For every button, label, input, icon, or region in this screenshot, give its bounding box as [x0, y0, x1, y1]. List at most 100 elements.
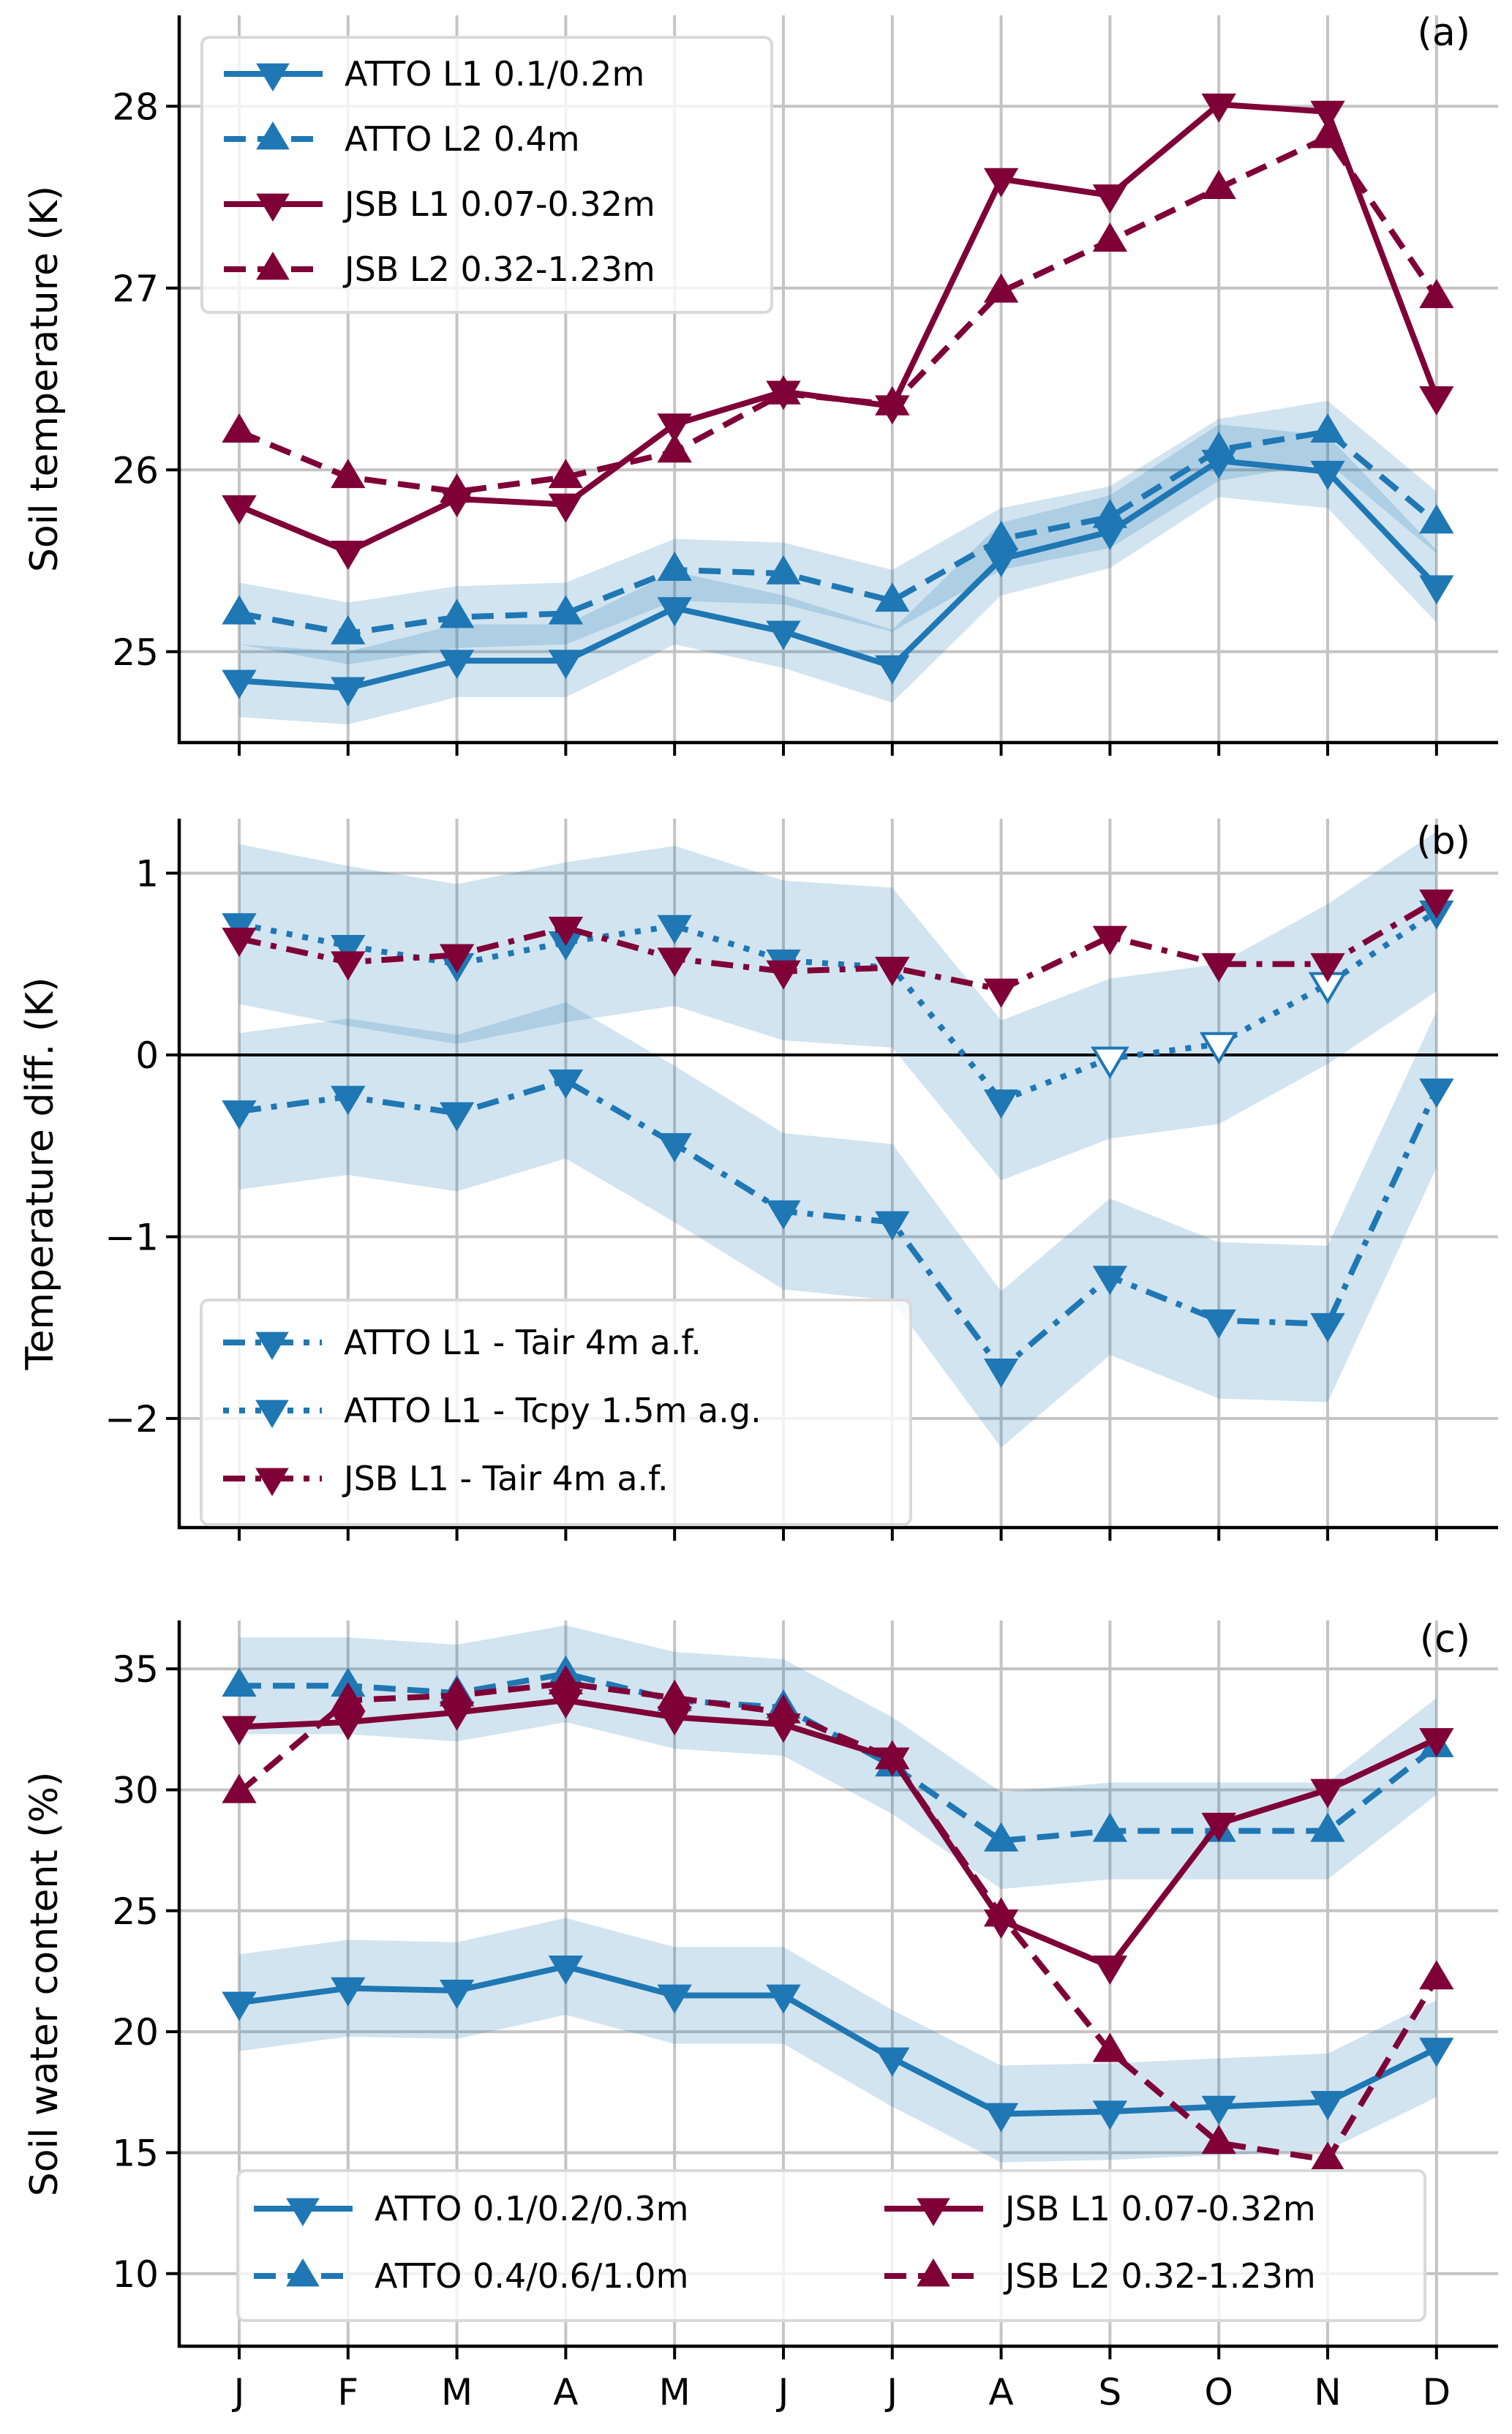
data-point-marker: [766, 620, 801, 650]
series-atto-l1-0-1-0-2m: [222, 449, 1454, 707]
data-point-marker: [222, 1667, 257, 1697]
data-point-marker: [439, 473, 475, 503]
data-point-marker: [1201, 431, 1236, 461]
legend-item: ATTO L2 0.4m: [224, 119, 580, 159]
legend-label: JSB L2 0.32-1.23m: [1003, 2256, 1316, 2296]
x-tick-label: M: [441, 2371, 473, 2414]
data-point-marker: [331, 541, 366, 571]
data-point-marker: [331, 1682, 366, 1712]
panel-label-b: (b): [1416, 819, 1470, 863]
data-point-marker: [766, 1984, 801, 2014]
legend-marker: [917, 2258, 950, 2287]
data-point-marker: [657, 947, 692, 977]
data-point-marker: [875, 1211, 910, 1241]
data-point-marker: [657, 914, 692, 944]
y-tick-label: 35: [112, 1648, 159, 1691]
data-point-marker: [1310, 1312, 1345, 1342]
data-point-marker: [222, 669, 257, 699]
data-point-marker: [331, 677, 366, 707]
legend-box: [200, 1299, 912, 1526]
legend-marker: [917, 2198, 950, 2226]
data-point-marker: [1199, 1032, 1238, 1065]
data-point-marker: [983, 273, 1019, 303]
panel-label-a: (a): [1418, 11, 1470, 55]
x-tick-label: J: [776, 2371, 789, 2414]
x-tick-label: N: [1314, 2371, 1341, 2414]
data-point-marker: [222, 495, 257, 525]
data-point-marker: [875, 956, 910, 986]
legend-label: ATTO L2 0.4m: [345, 119, 580, 159]
y-axis-title-c: Soil water content (%): [23, 1772, 67, 2197]
data-point-marker: [439, 650, 475, 680]
data-point-marker: [983, 2103, 1019, 2133]
series-atto-0-1-0-2-0-3m: [222, 1955, 1454, 2133]
y-tick-label: 10: [112, 2253, 159, 2296]
y-tick-label: 25: [112, 1890, 159, 1933]
data-point-marker: [331, 935, 366, 964]
uncertainty-band: [239, 831, 1437, 1181]
legend-item: JSB L2 0.32-1.23m: [224, 249, 655, 289]
y-tick-label: 28: [112, 86, 159, 128]
series-line: [238, 1077, 1440, 1374]
data-point-marker: [439, 598, 475, 628]
data-point-marker: [1201, 2125, 1236, 2155]
data-point-marker: [1092, 498, 1128, 528]
series-line: [238, 428, 1439, 636]
y-tick-label: 27: [112, 268, 159, 310]
data-point-marker: [222, 1716, 257, 1746]
x-tick-label: J: [232, 2371, 245, 2414]
legend-item: JSB L1 0.07-0.32m: [224, 184, 655, 224]
data-point-marker: [548, 1069, 584, 1099]
legend-label: ATTO L1 - Tair 4m a.f.: [344, 1323, 702, 1362]
legend-item: ATTO 0.1/0.2/0.3m: [254, 2189, 688, 2228]
legend-marker: [255, 1468, 289, 1496]
data-point-marker: [1201, 1309, 1236, 1339]
legend-item: ATTO L1 - Tcpy 1.5m a.g.: [223, 1391, 761, 1430]
data-point-marker: [222, 413, 257, 443]
data-point-marker: [548, 917, 584, 947]
data-point-marker: [548, 1664, 584, 1694]
data-point-marker: [1419, 386, 1454, 416]
data-point-marker: [657, 597, 692, 627]
y-tick-label: 20: [112, 2011, 159, 2054]
legend-box: [236, 2169, 1426, 2322]
legend-marker: [286, 2258, 320, 2287]
data-point-marker: [875, 655, 910, 685]
series-line: [238, 133, 1440, 495]
legend-item: ATTO 0.4/0.6/1.0m: [254, 2256, 688, 2296]
data-point-marker: [1092, 2032, 1128, 2062]
legend-label: JSB L1 0.07-0.32m: [1003, 2189, 1316, 2228]
legend-marker: [255, 1400, 289, 1428]
data-point-marker: [875, 1740, 910, 1770]
y-tick-label: 15: [112, 2132, 159, 2174]
data-point-marker: [657, 551, 692, 581]
data-point-marker: [983, 520, 1019, 550]
data-point-marker: [1310, 460, 1345, 490]
y-tick-label: 30: [112, 1769, 159, 1811]
y-tick-label: 1: [135, 853, 159, 895]
data-point-marker: [766, 1200, 801, 1230]
data-point-marker: [1092, 2100, 1128, 2130]
series-line: [237, 1680, 1440, 2163]
y-tick-label: −1: [105, 1216, 159, 1258]
data-point-marker: [548, 650, 584, 680]
x-tick-label: O: [1205, 2371, 1233, 2414]
data-point-marker: [222, 928, 257, 957]
data-point-marker: [1092, 184, 1128, 214]
series-atto-l2-0-4m: [222, 413, 1454, 645]
series-line: [238, 457, 1439, 691]
data-point-marker: [1092, 222, 1128, 252]
data-point-marker: [439, 1677, 475, 1707]
data-point-marker: [657, 413, 692, 443]
y-tick-label: 25: [112, 631, 159, 674]
legend-marker: [286, 2198, 320, 2226]
data-point-marker: [222, 1773, 257, 1803]
legend-box: [200, 36, 773, 314]
data-point-marker: [439, 944, 475, 974]
data-point-marker: [331, 1977, 366, 2007]
data-point-marker: [983, 1358, 1019, 1388]
data-point-marker: [1201, 170, 1236, 199]
data-point-marker: [222, 595, 257, 625]
series-atto-l1-tair-4m-a-f-: [222, 1069, 1454, 1388]
